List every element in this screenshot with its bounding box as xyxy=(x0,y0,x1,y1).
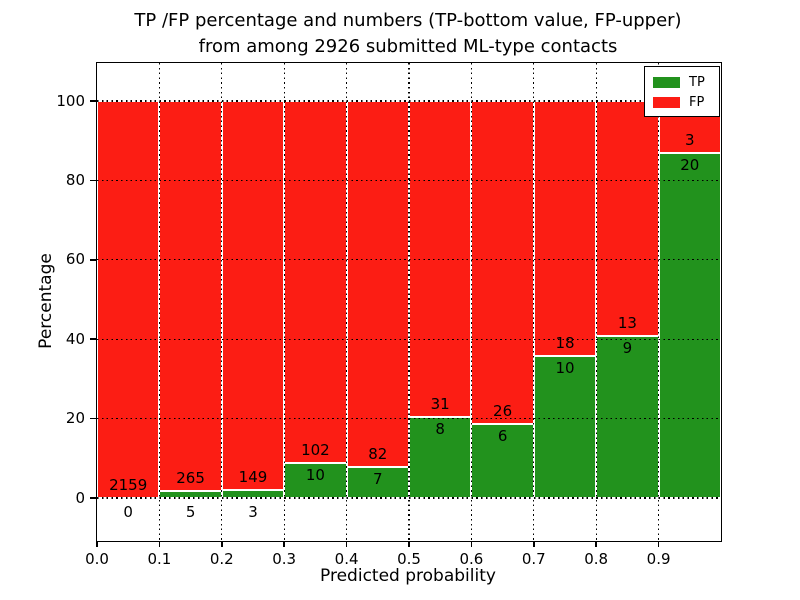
x-tick-label: 0.9 xyxy=(646,550,671,568)
x-axis-tick xyxy=(657,541,660,547)
x-tick-label: 0.2 xyxy=(209,550,234,568)
bar-count-label-tp: 6 xyxy=(497,426,508,445)
x-tick-label: 0.7 xyxy=(521,550,546,568)
x-tick-label: 0.3 xyxy=(272,550,297,568)
bar-count-label-fp: 26 xyxy=(493,401,513,420)
bar-segment-tp xyxy=(533,356,597,498)
bar-segment-fp xyxy=(159,101,222,491)
bar-count-label-tp: 8 xyxy=(435,419,445,438)
x-axis-label: Predicted probability xyxy=(320,566,496,586)
gridline-vertical xyxy=(595,63,597,541)
bar-segment-fp xyxy=(346,101,409,467)
bar-segment-fp xyxy=(471,101,534,424)
bar-count-label-fp: 2159 xyxy=(109,476,148,494)
y-tick-label: 40 xyxy=(65,329,85,348)
gridline-vertical xyxy=(345,63,348,541)
bar-count-label-fp: 18 xyxy=(555,334,575,353)
bar-segment-tp xyxy=(596,335,659,498)
x-axis-tick xyxy=(470,541,473,547)
bar-count-label-tp: 0 xyxy=(123,503,133,521)
x-tick-label: 0.0 xyxy=(85,550,109,568)
x-tick-label: 0.8 xyxy=(584,550,609,568)
chart-title: TP /FP percentage and numbers (TP-bottom… xyxy=(40,8,776,60)
bar-segment-fp xyxy=(284,101,347,463)
x-tick-label: 0.4 xyxy=(334,550,359,568)
gridline-vertical xyxy=(533,63,535,541)
legend-label-fp: FP xyxy=(689,94,705,110)
y-axis-tick xyxy=(90,179,97,182)
chart-title-line2: from among 2926 submitted ML-type contac… xyxy=(198,36,618,57)
bar-segment-fp xyxy=(596,101,659,336)
gridline-vertical xyxy=(408,63,410,541)
y-tick-label: 100 xyxy=(56,91,85,110)
y-tick-label: 0 xyxy=(75,488,85,507)
bar-count-label-tp: 9 xyxy=(622,338,633,357)
y-axis-tick xyxy=(90,338,97,340)
fp-color-swatch xyxy=(653,96,680,108)
x-axis-tick xyxy=(283,541,285,547)
bar-count-label-tp: 10 xyxy=(555,359,575,378)
gridline-vertical xyxy=(283,63,285,541)
x-axis-tick xyxy=(408,541,410,547)
x-axis-tick xyxy=(221,541,223,547)
legend-entry-fp: FP xyxy=(645,92,719,112)
bar-count-label-fp: 31 xyxy=(430,394,450,413)
bar-segment-tp xyxy=(658,152,721,498)
x-tick-label: 0.1 xyxy=(147,550,172,568)
bar-count-label-tp: 5 xyxy=(185,503,196,521)
x-axis-tick xyxy=(158,541,161,547)
x-axis-tick xyxy=(96,541,98,547)
bar-segment-fp xyxy=(221,101,285,491)
y-tick-label: 80 xyxy=(65,170,85,189)
bar-count-label-tp: 10 xyxy=(305,465,325,484)
y-axis-tick xyxy=(90,100,97,102)
gridline-vertical xyxy=(657,63,660,541)
x-tick-label: 0.5 xyxy=(397,550,421,568)
x-axis-tick xyxy=(595,541,597,547)
tp-color-swatch xyxy=(653,76,680,88)
bar-count-label-fp: 82 xyxy=(368,444,388,463)
bar-segment-fp xyxy=(409,101,472,417)
x-axis-tick xyxy=(533,541,535,547)
bar-count-label-fp: 265 xyxy=(176,468,205,487)
x-axis-tick xyxy=(345,541,348,547)
bar-count-label-fp: 149 xyxy=(238,468,268,487)
legend-label-tp: TP xyxy=(689,74,705,90)
plot-area: 2159 0 265 5 149 3 102 10 82 7 31 8 26 6 18 10 13 9 3 20 0.0… xyxy=(56,62,722,568)
bar-count-label-tp: 3 xyxy=(248,503,258,521)
legend: TP FP xyxy=(644,66,720,117)
bar-count-label-tp: 7 xyxy=(373,469,383,488)
bar-count-label-fp: 102 xyxy=(301,440,330,459)
bar-segment-tp xyxy=(284,462,347,498)
y-axis-tick xyxy=(90,259,97,261)
bar-segment-fp xyxy=(533,101,597,357)
y-axis-tick xyxy=(90,497,97,499)
bar-segment-fp xyxy=(97,101,160,498)
y-tick-label: 60 xyxy=(65,250,85,269)
x-tick-label: 0.6 xyxy=(459,550,484,568)
y-axis-tick xyxy=(90,417,97,420)
y-tick-label: 20 xyxy=(65,409,85,428)
gridline-vertical xyxy=(470,63,473,541)
bar-count-label-tp: 20 xyxy=(680,155,700,174)
bar-count-label-fp: 3 xyxy=(685,130,695,149)
gridline-vertical xyxy=(221,63,223,541)
bar-count-label-fp: 13 xyxy=(617,313,637,332)
legend-entry-tp: TP xyxy=(645,72,719,92)
gridline-vertical xyxy=(158,63,161,541)
chart-title-line1: TP /FP percentage and numbers (TP-bottom… xyxy=(134,10,682,31)
